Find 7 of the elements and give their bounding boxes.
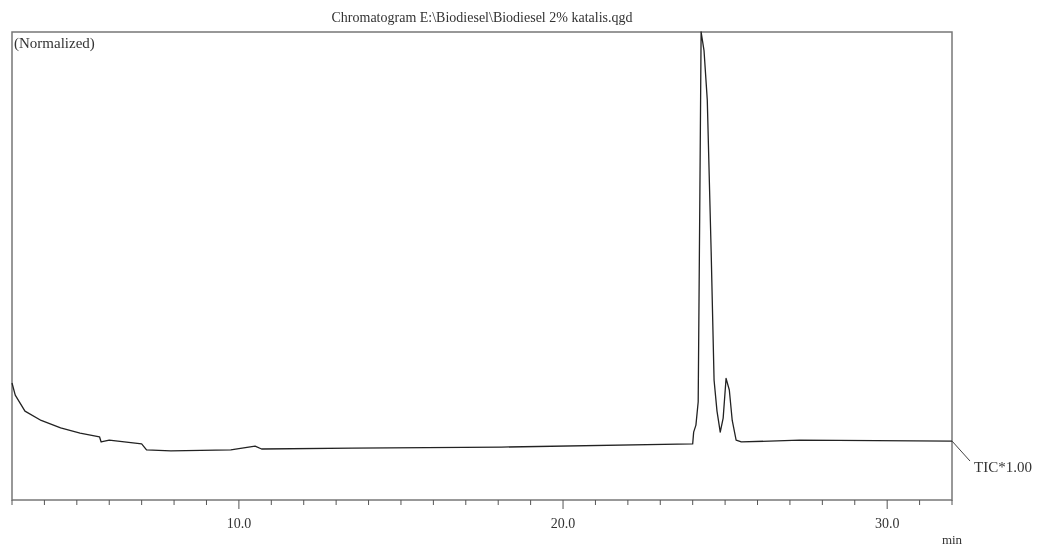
x-axis-title: min — [941, 532, 963, 547]
x-tick-label: 20.0 — [550, 516, 576, 531]
y-axis-title: (Normalized) — [14, 35, 95, 52]
chart-title: Chromatogram E:\Biodiesel\Biodiesel 2% katalis.qgd — [331, 10, 633, 25]
x-tick-label: 10.0 — [226, 516, 252, 531]
series-label: TIC*1.00 — [974, 459, 1032, 476]
x-tick-label: 30.0 — [874, 516, 900, 531]
